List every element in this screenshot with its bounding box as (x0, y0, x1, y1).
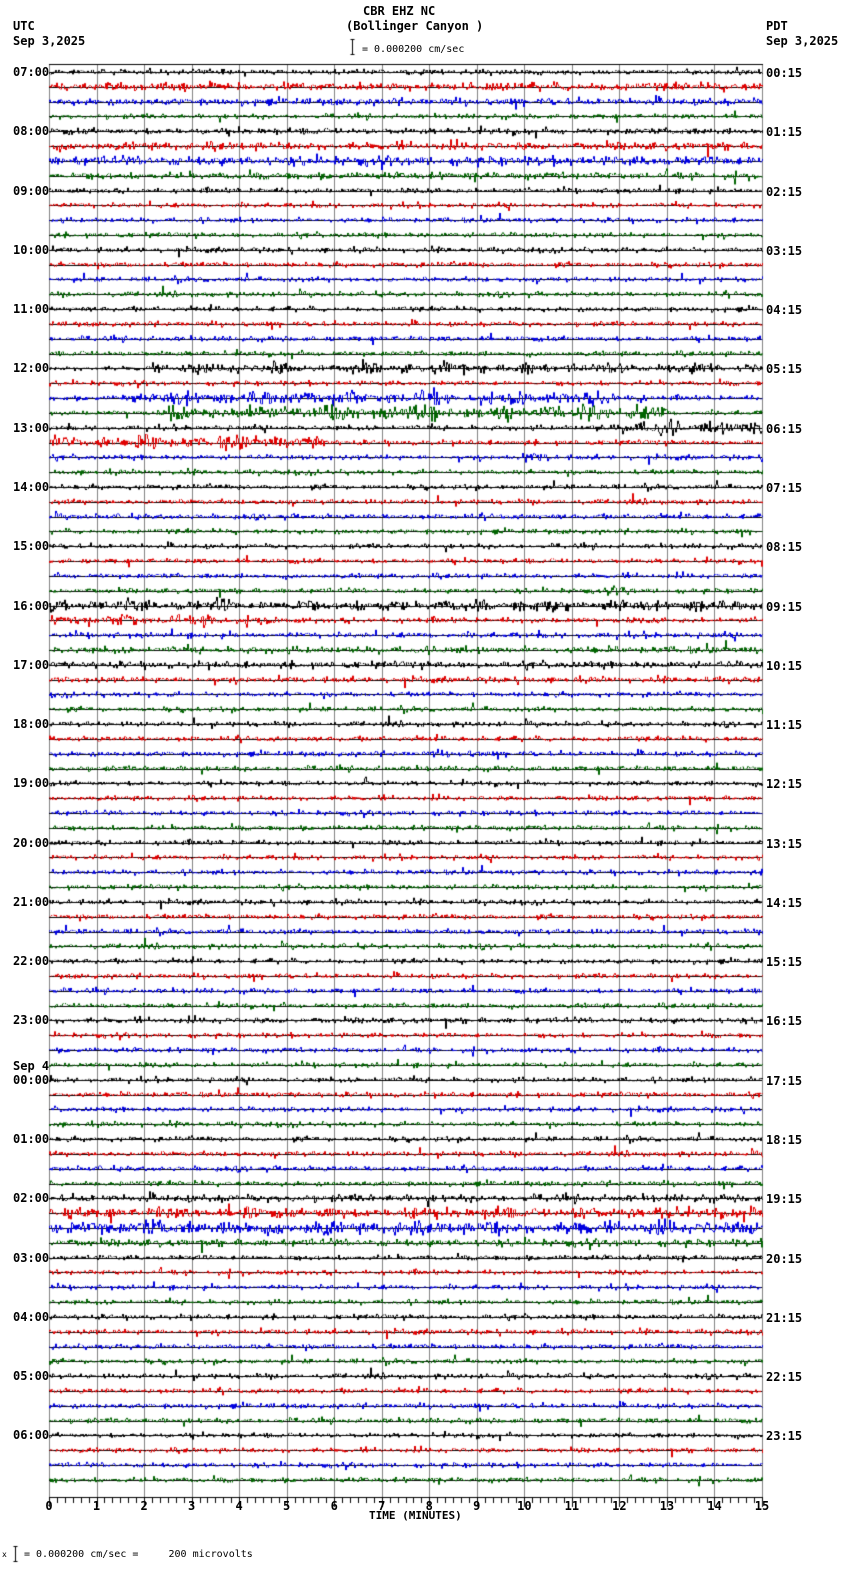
utc-label: 12:00 (13, 361, 50, 376)
pdt-label: 11:15 (766, 718, 803, 733)
pdt-label: 04:15 (766, 303, 803, 318)
x-tick-label: 7 (378, 1499, 386, 1513)
x-tick-label: 0 (45, 1499, 53, 1513)
x-tick-label: 2 (140, 1499, 148, 1513)
utc-label: 01:00 (13, 1132, 50, 1147)
utc-label: 10:00 (13, 242, 50, 257)
utc-label: 22:00 (13, 954, 50, 969)
x-tick-label: 5 (283, 1499, 291, 1513)
pdt-label: 12:15 (766, 777, 803, 792)
utc-label: 07:00 (13, 65, 50, 79)
x-tick-label: 3 (187, 1499, 196, 1513)
pdt-label: 20:15 (766, 1251, 803, 1266)
station-title: CBR EHZ NC (363, 4, 436, 18)
x-tick-label: 10 (517, 1499, 532, 1513)
pdt-label: 10:15 (766, 658, 803, 673)
utc-label: 05:00 (13, 1369, 50, 1384)
pdt-label: 05:15 (766, 362, 803, 377)
pdt-label: 22:15 (766, 1370, 803, 1385)
pdt-label: 01:15 (766, 125, 803, 140)
pdt-label: 06:15 (766, 421, 803, 436)
right-date: Sep 3,2025 (766, 34, 839, 48)
footer-scale-note: = 0.000200 cm/sec = 200 microvolts (24, 1549, 253, 1560)
pdt-label: 17:15 (766, 1073, 803, 1088)
x-tick-label: 15 (754, 1499, 770, 1513)
pdt-label: 00:15 (766, 66, 803, 80)
utc-label: 15:00 (13, 539, 50, 554)
x-tick-label: 14 (707, 1499, 722, 1513)
utc-label: 11:00 (13, 302, 50, 317)
pdt-label: 13:15 (766, 836, 803, 851)
x-axis-label: TIME (MINUTES) (369, 1509, 462, 1522)
x-tick-label: 12 (612, 1499, 627, 1513)
pdt-label: 15:15 (766, 955, 803, 970)
pdt-label: 09:15 (766, 599, 803, 614)
utc-label: 03:00 (13, 1250, 50, 1265)
utc-label: 04:00 (13, 1309, 50, 1324)
left-date: Sep 3,2025 (13, 34, 86, 48)
x-tick-label: 9 (473, 1499, 481, 1513)
pdt-label: 18:15 (766, 1133, 803, 1148)
x-tick-label: 4 (235, 1499, 243, 1513)
pdt-label: 21:15 (766, 1310, 803, 1325)
x-tick-label: 13 (659, 1499, 675, 1513)
right-timezone: PDT (766, 19, 788, 33)
x-tick-label: 8 (425, 1499, 433, 1513)
pdt-label: 16:15 (766, 1014, 803, 1029)
station-location: (Bollinger Canyon ) (346, 19, 484, 33)
x-tick-label: 11 (564, 1499, 580, 1513)
footer-scale-prefix: x (2, 1550, 7, 1559)
utc-label: 18:00 (13, 717, 50, 732)
utc-label: 23:00 (13, 1013, 50, 1028)
pdt-label: 19:15 (766, 1192, 803, 1207)
scale-label: = 0.000200 cm/sec (362, 44, 465, 55)
utc-label: 08:00 (13, 124, 50, 139)
pdt-label: 03:15 (766, 243, 803, 258)
x-tick-label: 6 (330, 1499, 338, 1513)
x-tick-label: 1 (92, 1499, 101, 1513)
pdt-label: 23:15 (766, 1429, 803, 1444)
pdt-label: 07:15 (766, 480, 803, 495)
utc-label: 02:00 (13, 1191, 50, 1206)
utc-label: 13:00 (13, 420, 50, 435)
utc-label: 14:00 (13, 479, 50, 494)
left-timezone: UTC (13, 19, 35, 33)
utc-label: 21:00 (13, 894, 50, 909)
utc-label: 09:00 (13, 183, 50, 198)
pdt-label: 02:15 (766, 184, 803, 199)
utc-label: 20:00 (13, 835, 50, 850)
utc-label: 17:00 (13, 657, 50, 672)
pdt-label: 14:15 (766, 895, 803, 910)
utc-label: 00:00 (13, 1072, 50, 1087)
utc-label: 06:00 (13, 1428, 50, 1443)
pdt-label: 08:15 (766, 540, 803, 555)
utc-label: 19:00 (13, 776, 50, 791)
utc-label: 16:00 (13, 598, 50, 613)
date-change-label: Sep 4 (13, 1058, 50, 1073)
